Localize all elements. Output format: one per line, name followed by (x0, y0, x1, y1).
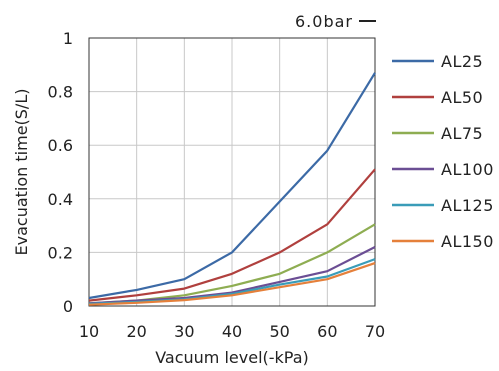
x-tick-label: 40 (222, 322, 242, 341)
series-line-al150 (88, 262, 376, 306)
y-tick-label: 1 (63, 29, 73, 48)
x-tick-labels: 10 20 30 40 50 60 70 (79, 322, 385, 341)
y-tick-label: 0 (63, 297, 73, 316)
legend: AL25 AL50 AL75 AL100 AL125 AL150 (392, 52, 494, 251)
y-tick-label: 0.6 (48, 136, 73, 155)
pressure-annotation: 6.0bar (295, 12, 353, 31)
series-lines (88, 72, 376, 306)
y-tick-labels: 0 0.2 0.4 0.6 0.8 1 (48, 29, 73, 316)
y-tick-label: 0.4 (48, 190, 73, 209)
legend-label-al125: AL125 (441, 196, 494, 215)
series-line-al50 (88, 168, 376, 302)
legend-label-al50: AL50 (441, 88, 483, 107)
y-axis-label: Evacuation time(S/L) (12, 89, 31, 256)
x-tick-label: 10 (79, 322, 99, 341)
x-tick-label: 60 (317, 322, 337, 341)
legend-label-al150: AL150 (441, 232, 494, 251)
series-line-al25 (88, 72, 376, 300)
plot-frame (88, 37, 376, 307)
legend-label-al75: AL75 (441, 124, 483, 143)
y-tick-label: 0.8 (48, 83, 73, 102)
x-axis-label: Vacuum level(-kPa) (155, 348, 309, 367)
series-line-al100 (88, 246, 376, 305)
x-tick-label: 70 (365, 322, 385, 341)
x-tick-label: 50 (269, 322, 289, 341)
x-tick-label: 30 (174, 322, 194, 341)
y-tick-label: 0.2 (48, 243, 73, 262)
x-tick-label: 20 (126, 322, 146, 341)
legend-label-al25: AL25 (441, 52, 483, 71)
legend-label-al100: AL100 (441, 160, 494, 179)
